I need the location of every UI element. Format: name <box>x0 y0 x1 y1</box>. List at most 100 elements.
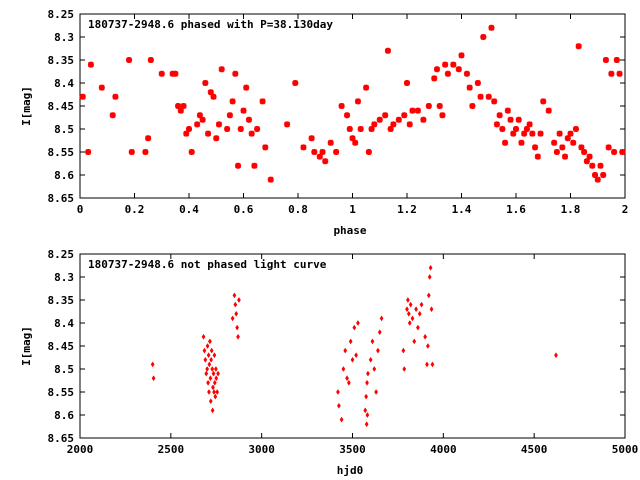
data-point <box>379 315 384 322</box>
data-point <box>510 130 517 137</box>
data-point <box>376 116 383 123</box>
data-point <box>208 375 213 382</box>
data-point <box>372 366 377 372</box>
y-tick-label: 8.65 <box>48 192 75 205</box>
data-point <box>188 148 195 156</box>
data-point <box>245 116 252 123</box>
data-point <box>480 33 487 41</box>
data-point <box>368 356 373 363</box>
data-point <box>469 102 476 110</box>
data-point <box>194 121 201 128</box>
data-point <box>523 125 530 133</box>
data-point <box>417 310 422 317</box>
x-tick-label: 2 <box>622 203 629 216</box>
data-point <box>128 148 135 156</box>
data-point <box>352 324 357 331</box>
data-point <box>583 158 590 165</box>
data-point <box>387 125 394 133</box>
data-point <box>613 56 620 64</box>
data-point <box>316 153 323 160</box>
data-point <box>308 135 315 142</box>
data-point <box>499 125 506 133</box>
data-point <box>79 93 86 100</box>
unphased-light-curve-panel: 180737-2948.6 not phased light curve hjd… <box>20 248 638 477</box>
data-point <box>463 70 470 77</box>
data-point <box>210 407 215 414</box>
data-point <box>491 98 498 105</box>
data-point <box>589 162 596 169</box>
data-point <box>496 112 503 119</box>
x-tick-label: 2500 <box>158 443 185 456</box>
y-tick-label: 8.45 <box>48 340 75 353</box>
data-point <box>212 379 217 386</box>
data-point <box>203 356 208 363</box>
data-point <box>216 370 220 377</box>
data-point <box>142 148 149 156</box>
data-point <box>243 84 250 91</box>
x-tick-label: 1.8 <box>561 203 581 216</box>
data-point <box>474 79 481 87</box>
data-point <box>339 416 344 423</box>
x-tick-label: 4500 <box>521 443 548 456</box>
data-point <box>433 66 440 73</box>
data-point <box>368 125 375 133</box>
data-point <box>526 121 533 128</box>
data-point <box>426 292 431 299</box>
data-point <box>408 301 413 308</box>
data-point <box>345 375 349 382</box>
data-point <box>213 135 220 142</box>
x-tick-label: 0.8 <box>288 203 308 216</box>
x-axis-label: hjd0 <box>337 464 364 477</box>
x-tick-label: 1.6 <box>506 203 526 216</box>
data-point <box>562 153 569 160</box>
axis-ticks: 2000 2500 3000 3500 4000 4500 5000 8.25 8.3 8.35 8… <box>48 248 639 456</box>
data-point <box>430 361 435 368</box>
y-tick-label: 8.35 <box>48 54 75 67</box>
data-point <box>229 98 236 105</box>
x-tick-label: 3000 <box>248 443 275 456</box>
data-point <box>211 370 216 377</box>
data-point <box>267 176 274 183</box>
data-point <box>356 320 360 326</box>
data-point <box>608 70 615 77</box>
data-point <box>251 162 258 169</box>
data-point <box>455 66 462 73</box>
data-point <box>209 347 214 354</box>
y-tick-label: 8.25 <box>48 8 75 21</box>
data-point <box>354 98 361 105</box>
y-tick-label: 8.5 <box>54 363 74 376</box>
data-point <box>512 125 520 133</box>
data-point <box>414 306 418 313</box>
x-tick-label: 2000 <box>67 443 94 456</box>
data-point <box>365 379 369 386</box>
data-point <box>365 412 370 418</box>
data-point <box>458 52 465 59</box>
data-point <box>370 338 375 345</box>
y-tick-label: 8.6 <box>54 169 74 182</box>
y-tick-label: 8.25 <box>48 248 75 261</box>
data-point <box>376 347 380 354</box>
x-tick-label: 0.6 <box>234 203 254 216</box>
chart-title: 180737-2948.6 not phased light curve <box>88 258 327 271</box>
data-point <box>442 61 449 68</box>
data-point <box>175 102 182 110</box>
data-point <box>348 338 353 345</box>
data-point <box>202 347 207 354</box>
y-tick-label: 8.55 <box>48 386 75 399</box>
data-point <box>344 112 351 119</box>
chart-title: 180737-2948.6 phased with P=38.130day <box>88 18 333 31</box>
data-point <box>215 121 222 128</box>
data-point <box>564 135 571 142</box>
data-point <box>205 130 212 137</box>
data-point <box>212 352 217 359</box>
data-point <box>390 121 397 128</box>
x-tick-label: 3500 <box>339 443 366 456</box>
data-point <box>237 297 241 303</box>
data-point <box>212 389 216 395</box>
data-point <box>262 144 269 151</box>
data-point <box>488 24 495 31</box>
data-point <box>600 171 607 179</box>
data-point <box>502 139 509 146</box>
data-point <box>354 352 359 359</box>
